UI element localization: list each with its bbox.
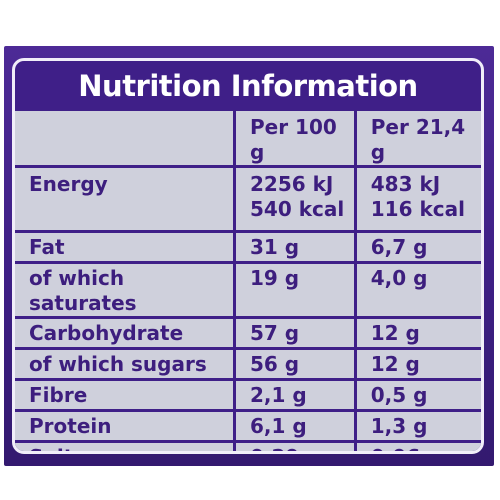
value-per-100g: 19 g	[233, 261, 357, 319]
energy-per-portion-kj: 483 kJ	[370, 172, 441, 196]
value-per-portion: 0,06 g	[353, 440, 481, 451]
value-per-portion: 4,0 g	[353, 261, 481, 319]
table-row: of which sugars 56 g 12 g	[15, 347, 481, 381]
table-row: Carbohydrate 57 g 12 g	[15, 316, 481, 350]
value-per-100g: 6,1 g	[233, 409, 357, 443]
nutrient-label: Salt	[15, 440, 236, 451]
header-per-100g: Per 100 g	[233, 111, 357, 168]
table-row: Salt 0,29 g 0,06 g	[15, 440, 481, 451]
table-row: of which saturates 19 g 4,0 g	[15, 261, 481, 319]
nutrient-label: Protein	[15, 409, 236, 443]
table-row: Protein 6,1 g 1,3 g	[15, 409, 481, 443]
table-row: Fat 31 g 6,7 g	[15, 230, 481, 264]
value-per-portion: 0,5 g	[353, 378, 481, 412]
value-per-100g: 56 g	[233, 347, 357, 381]
value-per-portion: 6,7 g	[353, 230, 481, 264]
value-per-100g: 2,1 g	[233, 378, 357, 412]
value-per-100g: 0,29 g	[233, 440, 357, 451]
header-nutrient	[15, 111, 236, 168]
energy-per-portion: 483 kJ 116 kcal	[353, 165, 481, 233]
nutrient-label: of which sugars	[15, 347, 236, 381]
nutrient-label: Fibre	[15, 378, 236, 412]
nutrition-table: Per 100 g Per 21,4 g Energy 2256 kJ 540 …	[15, 111, 481, 451]
nutrient-label: of which saturates	[15, 261, 236, 319]
table-row-energy: Energy 2256 kJ 540 kcal 483 kJ 116 kcal	[15, 165, 481, 233]
value-per-100g: 31 g	[233, 230, 357, 264]
energy-per-100g: 2256 kJ 540 kcal	[233, 165, 357, 233]
energy-label: Energy	[15, 165, 236, 233]
value-per-portion: 12 g	[353, 316, 481, 350]
nutrition-title: Nutrition Information	[78, 69, 418, 103]
header-per-portion: Per 21,4 g	[353, 111, 481, 168]
nutrient-label: Carbohydrate	[15, 316, 236, 350]
energy-per-portion-kcal: 116 kcal	[370, 197, 465, 221]
nutrition-label: Nutrition Information Per 100 g Per 21,4…	[12, 58, 484, 454]
energy-per-100g-kj: 2256 kJ	[250, 172, 334, 196]
value-per-100g: 57 g	[233, 316, 357, 350]
table-header-row: Per 100 g Per 21,4 g	[15, 111, 481, 168]
table-row: Fibre 2,1 g 0,5 g	[15, 378, 481, 412]
nutrient-label: Fat	[15, 230, 236, 264]
value-per-portion: 12 g	[353, 347, 481, 381]
nutrition-table-container: Per 100 g Per 21,4 g Energy 2256 kJ 540 …	[15, 111, 481, 451]
energy-per-100g-kcal: 540 kcal	[250, 197, 345, 221]
value-per-portion: 1,3 g	[353, 409, 481, 443]
